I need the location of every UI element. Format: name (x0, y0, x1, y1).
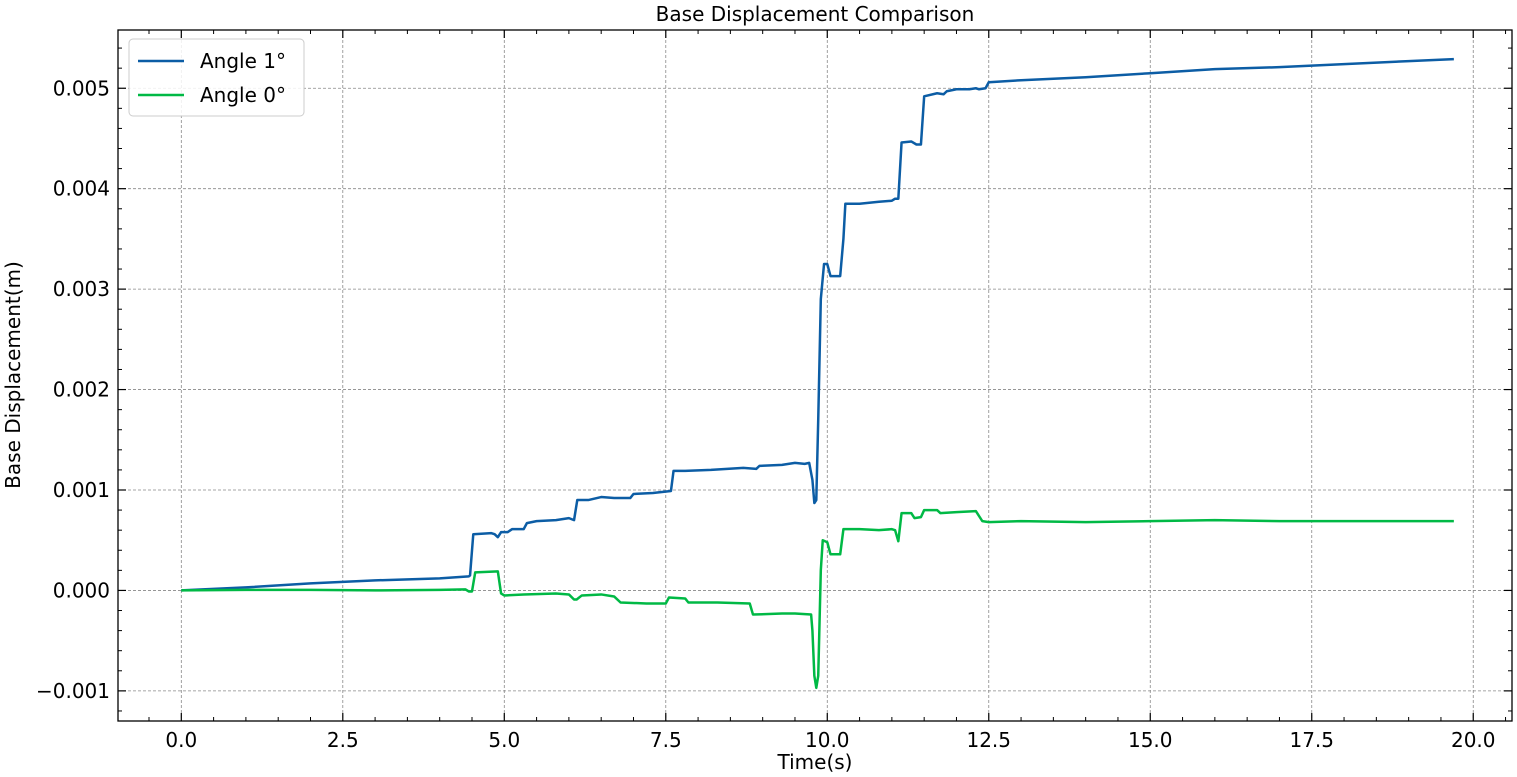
y-tick-labels: −0.001 0.000 0.001 0.002 0.003 0.004 0.005 (36, 76, 110, 703)
x-tick-label: 7.5 (650, 728, 682, 752)
y-tick-label: 0.002 (53, 378, 110, 402)
legend-label: Angle 1° (200, 49, 286, 73)
y-tick-label: −0.001 (36, 679, 110, 703)
grid (118, 30, 1512, 721)
y-tick-label: 0.005 (53, 76, 110, 100)
x-tick-label: 12.5 (966, 728, 1011, 752)
chart-title: Base Displacement Comparison (656, 2, 975, 26)
series-line-1 (181, 508, 1454, 690)
x-tick-label: 2.5 (327, 728, 359, 752)
x-tick-labels: 0.0 2.5 5.0 7.5 10.0 12.5 15.0 17.5 20.0 (165, 728, 1495, 752)
legend-box (128, 38, 305, 117)
legend-label: Angle 0° (200, 83, 286, 107)
y-axis-label: Base Displacement(m) (1, 261, 25, 489)
x-tick-label: 17.5 (1289, 728, 1334, 752)
x-tick-label: 10.0 (805, 728, 850, 752)
y-tick-label: 0.003 (53, 277, 110, 301)
plot-lines (181, 57, 1454, 690)
y-tick-label: 0.001 (53, 478, 110, 502)
x-tick-label: 20.0 (1451, 728, 1496, 752)
x-tick-label: 0.0 (165, 728, 197, 752)
y-tick-label: 0.004 (53, 177, 110, 201)
axis-ticks (118, 30, 1512, 721)
y-tick-label: 0.000 (53, 578, 110, 602)
legend: Angle 1° Angle 0° (128, 38, 305, 117)
x-tick-label: 15.0 (1128, 728, 1173, 752)
plot-frame (117, 29, 1513, 722)
series-line-0 (181, 57, 1454, 592)
x-axis-label: Time(s) (777, 750, 853, 774)
x-tick-label: 5.0 (488, 728, 520, 752)
